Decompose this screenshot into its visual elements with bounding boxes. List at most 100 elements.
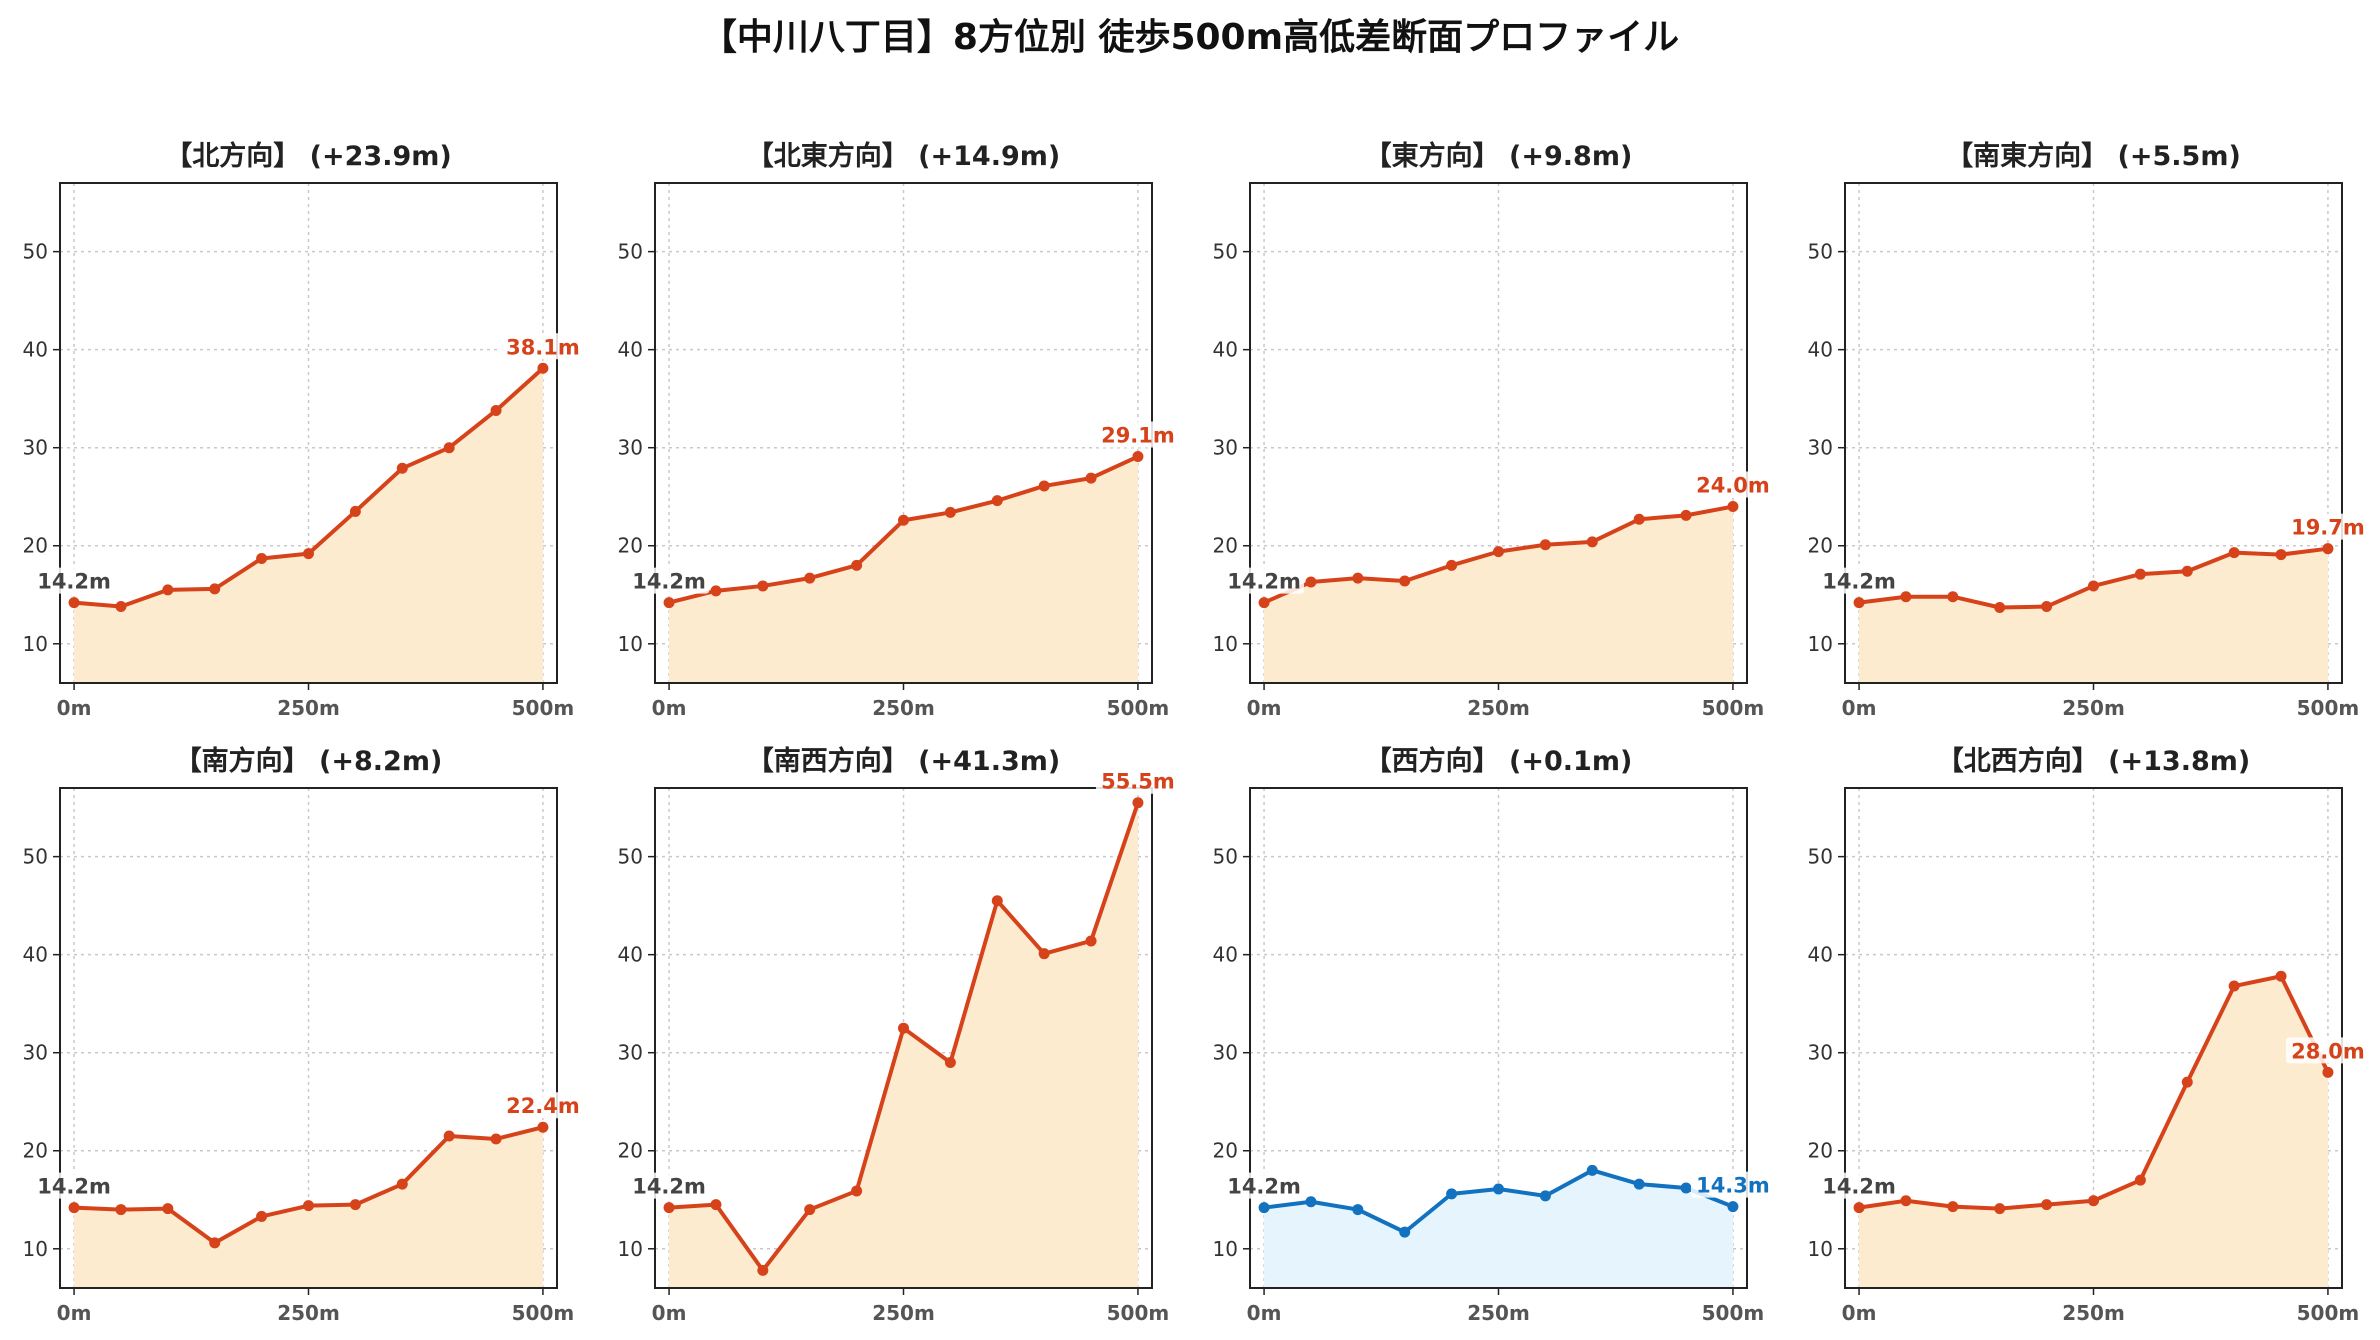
data-point [710,1199,722,1211]
x-tick-label: 0m [1247,1301,1282,1325]
end-label: 22.4m [506,1094,580,1118]
data-point [1633,513,1645,525]
y-tick-label: 20 [1213,1139,1238,1163]
data-point [115,1204,127,1216]
end-label: 55.5m [1101,770,1175,794]
x-tick-label: 250m [277,1301,340,1325]
data-point [2088,1195,2099,1207]
data-point [1853,1202,1865,1214]
chart-title: 【東方向】 (+9.8m) [1365,140,1633,172]
data-point [490,404,502,416]
data-point [209,583,221,595]
y-tick-label: 30 [1808,1041,1833,1065]
chart-title: 【北東方向】 (+14.9m) [747,140,1060,172]
x-tick-label: 500m [1702,696,1765,720]
panel-south: 【南方向】 (+8.2m) 10 20 30 40 50 0m 250m 500m 14.2m 22… [0,725,585,1325]
y-tick-label: 40 [23,338,48,362]
data-point [443,1130,455,1142]
chart-title: 【南方向】 (+8.2m) [175,745,443,777]
data-point [2275,549,2287,561]
data-point [1038,948,1050,960]
panel-east: 【東方向】 (+9.8m) 10 20 30 40 50 0m 250m 500m 14.2m 24… [1190,120,1775,720]
start-label-bg [627,567,710,594]
x-tick-label: 0m [57,1301,92,1325]
end-label-bg [1690,471,1775,498]
panel-northeast: 【北東方向】 (+14.9m) 10 20 30 40 50 0m 250m 500m 14.2m… [595,120,1180,720]
data-point [991,495,1003,507]
y-tick-label: 10 [1808,632,1833,656]
data-point [663,597,675,609]
y-tick-label: 20 [618,534,643,558]
y-tick-label: 20 [1213,534,1238,558]
data-point [1352,1204,1364,1216]
x-tick-label: 0m [652,1301,687,1325]
y-tick-label: 40 [23,943,48,967]
y-tick-label: 40 [1808,943,1833,967]
data-point [1539,539,1551,551]
end-label-bg [500,1092,585,1119]
chart-title: 【西方向】 (+0.1m) [1365,745,1633,777]
y-tick-label: 20 [1808,1139,1833,1163]
y-tick-label: 10 [1213,1237,1238,1261]
chart-title: 【北西方向】 (+13.8m) [1937,745,2250,777]
start-label: 14.2m [1822,570,1896,594]
data-point [1947,1201,1959,1213]
data-point [68,597,80,609]
end-label: 29.1m [1101,424,1175,448]
data-point [1446,559,1458,571]
start-label: 14.2m [632,1175,706,1199]
data-point [2134,568,2146,580]
start-label: 14.2m [37,570,111,594]
data-point [256,552,268,564]
y-tick-label: 30 [1213,1041,1238,1065]
data-point [303,548,314,560]
y-tick-label: 30 [23,436,48,460]
x-tick-label: 0m [1247,696,1282,720]
x-tick-label: 500m [1702,1301,1765,1325]
end-label-bg [2285,1037,2370,1064]
area-fill [1859,976,2328,1288]
x-tick-label: 500m [512,1301,575,1325]
data-point [2134,1174,2146,1186]
y-tick-label: 50 [23,240,48,264]
panel-southeast: 【南東方向】 (+5.5m) 10 20 30 40 50 0m 250m 500m 14.2m 1… [1785,120,2370,720]
data-point [1586,536,1598,548]
chart-title: 【南西方向】 (+41.3m) [747,745,1060,777]
area-fill [1264,1170,1733,1288]
y-tick-label: 30 [618,1041,643,1065]
area-fill [669,456,1138,683]
data-point [2275,970,2287,982]
data-point [2041,1199,2053,1211]
x-tick-label: 250m [277,696,340,720]
start-label-bg [32,567,115,594]
y-tick-label: 50 [1808,240,1833,264]
data-point [804,1204,816,1216]
y-tick-label: 10 [23,1237,48,1261]
end-label: 28.0m [2291,1039,2365,1063]
y-tick-label: 30 [1808,436,1833,460]
y-tick-label: 40 [1213,338,1238,362]
data-point [2181,1076,2193,1088]
data-point [349,1199,361,1211]
data-point [991,895,1003,907]
y-tick-label: 10 [23,632,48,656]
chart-title: 【北方向】 (+23.9m) [165,140,451,172]
area-fill [74,368,543,683]
data-point [1132,451,1144,463]
panel-north: 【北方向】 (+23.9m) 10 20 30 40 50 0m 250m 500m 14.2m 3… [0,120,585,720]
x-tick-label: 0m [57,696,92,720]
data-point [162,584,174,596]
data-point [209,1237,221,1249]
y-tick-label: 20 [23,534,48,558]
data-point [2228,547,2240,559]
data-point [1680,1182,1692,1194]
plot-frame [654,787,1153,1289]
data-point [804,572,816,584]
data-point [757,580,769,592]
data-point [898,1022,909,1034]
